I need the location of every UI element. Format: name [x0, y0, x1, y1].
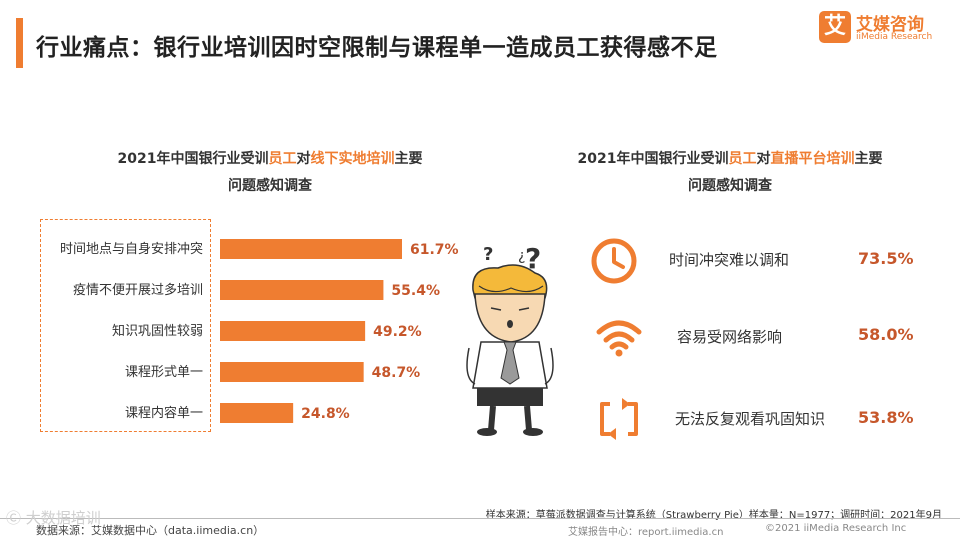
- repeat-icon: [600, 398, 638, 440]
- logo-cn-text: 艾媒咨询: [856, 15, 924, 35]
- right-item-value: 73.5%: [858, 249, 914, 268]
- iimedia-logo: 艾 艾媒咨询 iiMedia Research: [819, 10, 947, 46]
- bar-value-label: 55.4%: [391, 283, 440, 299]
- bar-category-label: 课程形式单一: [125, 365, 203, 380]
- right-item-value: 58.0%: [858, 325, 914, 344]
- bar-value-label: 49.2%: [373, 324, 422, 340]
- clock-icon: [591, 238, 637, 284]
- logo-en-text: iiMedia Research: [856, 32, 933, 42]
- right-item-label: 无法反复观看巩固知识: [675, 410, 826, 428]
- wifi-icon: [596, 320, 642, 357]
- bar-value-label: 48.7%: [372, 365, 421, 381]
- title-accent-bar: [16, 18, 23, 68]
- bar-category-label: 知识巩固性较弱: [112, 323, 203, 339]
- bar-category-label: 疫情不便开展过多培训: [73, 282, 203, 298]
- left-chart-title: 2021年中国银行业受训员工对线下实地培训主要 问题感知调查: [117, 151, 423, 194]
- right-item-label: 容易受网络影响: [677, 328, 783, 346]
- bar-category-label: 课程内容单一: [125, 405, 203, 421]
- watermark: Ⓒ 大数据培训: [6, 509, 101, 527]
- category-frame: [40, 219, 211, 432]
- bar: [220, 362, 364, 382]
- bar-value-label: 24.8%: [301, 406, 350, 422]
- right-chart-title: 2021年中国银行业受训员工对直播平台培训主要 问题感知调查: [577, 151, 883, 194]
- sample-source: 样本来源：草莓派数据调查与计算系统（Strawberry Pie）样本量：N=1…: [485, 510, 942, 521]
- svg-text:?: ?: [525, 242, 541, 275]
- report-center-link[interactable]: 艾媒报告中心：report.iimedia.cn: [568, 527, 724, 538]
- bar: [220, 321, 366, 341]
- svg-text:?: ?: [483, 244, 493, 265]
- bar-category-label: 时间地点与自身安排冲突: [60, 241, 203, 257]
- bar: [220, 280, 384, 300]
- page-title: 行业痛点：银行业培训因时空限制与课程单一造成员工获得感不足: [36, 35, 718, 61]
- bar-value-label: 61.7%: [410, 242, 459, 258]
- logo-mark-icon: 艾: [819, 11, 851, 43]
- data-source: 数据来源：艾媒数据中心（data.iimedia.cn）: [36, 524, 265, 537]
- svg-text:¿: ¿: [518, 248, 525, 264]
- right-item-label: 时间冲突难以调和: [669, 251, 790, 269]
- right-item-value: 53.8%: [858, 408, 914, 427]
- copyright: ©2021 iiMedia Research Inc: [765, 523, 907, 534]
- bar: [220, 239, 402, 259]
- bar: [220, 403, 294, 423]
- confused-person-illustration: ? ? ¿: [466, 242, 554, 436]
- footer-divider: [0, 518, 960, 519]
